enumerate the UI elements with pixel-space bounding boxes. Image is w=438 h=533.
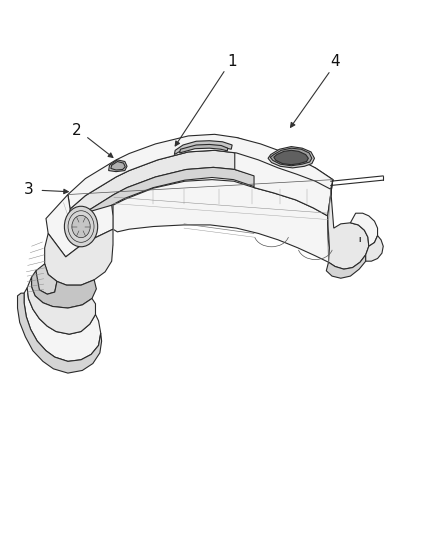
- Polygon shape: [109, 160, 127, 172]
- Polygon shape: [174, 141, 232, 155]
- Polygon shape: [45, 229, 113, 285]
- Polygon shape: [24, 288, 101, 361]
- Text: 4: 4: [330, 54, 340, 69]
- Text: 1: 1: [227, 54, 237, 69]
- Polygon shape: [180, 144, 228, 153]
- Polygon shape: [68, 229, 94, 239]
- Polygon shape: [32, 271, 96, 308]
- Polygon shape: [328, 180, 369, 269]
- Text: 3: 3: [24, 182, 33, 197]
- Polygon shape: [68, 150, 331, 227]
- Circle shape: [72, 215, 90, 238]
- Polygon shape: [326, 255, 366, 278]
- Polygon shape: [111, 161, 125, 170]
- Polygon shape: [113, 180, 329, 262]
- Polygon shape: [46, 195, 113, 257]
- Polygon shape: [274, 150, 308, 165]
- Circle shape: [64, 206, 98, 247]
- Polygon shape: [35, 264, 57, 294]
- Polygon shape: [366, 236, 383, 261]
- Polygon shape: [68, 134, 333, 209]
- Polygon shape: [235, 138, 333, 216]
- Polygon shape: [350, 213, 378, 246]
- Polygon shape: [18, 293, 102, 373]
- Polygon shape: [268, 147, 314, 168]
- Polygon shape: [270, 148, 312, 166]
- Text: 2: 2: [72, 123, 81, 138]
- Polygon shape: [27, 277, 95, 334]
- Polygon shape: [66, 167, 329, 237]
- Text: I: I: [358, 237, 360, 243]
